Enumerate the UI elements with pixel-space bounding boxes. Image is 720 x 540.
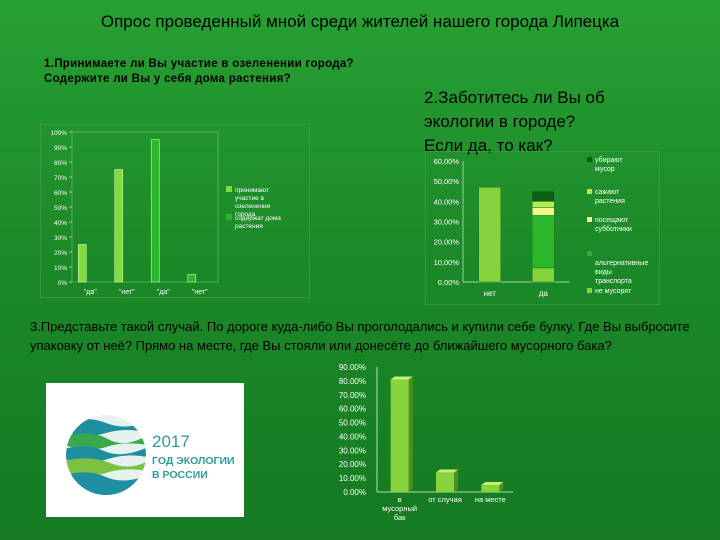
chart-2-legend-swatch	[587, 288, 592, 293]
logo-line-1: ГОД ЭКОЛОГИИ	[152, 455, 235, 467]
chart-3-bar-top	[481, 482, 504, 486]
question-2-text: 2.Заботитесь ли Вы об экологии в городе?…	[424, 86, 674, 158]
chart-1-x-tick-label: "нет"	[192, 289, 208, 296]
chart-1-x-tick-label: "да"	[157, 289, 170, 296]
chart-litter: 0.00% 10.00% 20.00% 30.00% 40.00% 50.00% 60.00…	[325, 360, 515, 528]
chart-2-y-tick-label: 60,00%	[434, 157, 460, 166]
chart-1-bar	[114, 169, 124, 283]
chart-3-y-tick-label: 0.00%	[343, 488, 366, 497]
logo-year: 2017	[152, 432, 190, 451]
chart-1-legend-swatch	[226, 186, 232, 192]
chart-3-bar	[436, 472, 454, 492]
question-1-line-1: 1.Принимаете ли Вы участие в озеленении …	[44, 58, 354, 70]
chart-participation: 0% 10% 20% 30% 40% 50% 60% 70% 80% 90% 100% "да" "не…	[39, 123, 311, 299]
chart-2-bar-segment	[532, 215, 555, 269]
chart-2-legend-label: альтернативные виды транспорта	[595, 260, 648, 285]
question-1-text: 1.Принимаете ли Вы участие в озеленении …	[44, 57, 354, 87]
chart-3-y-tick-label: 90.00%	[339, 363, 366, 372]
chart-2-y-tick-label: 0,00%	[438, 278, 460, 287]
eco-year-logo-graphic: 2017 ГОД ЭКОЛОГИИ В РОССИИ	[66, 415, 235, 495]
chart-2-legend-swatch	[587, 217, 592, 222]
chart-2-legend-label: не мусорят	[595, 288, 632, 295]
chart-1-legend-swatch	[226, 214, 232, 220]
chart-1-y-tick-label: 80%	[54, 160, 67, 167]
chart-2-legend-swatch	[587, 189, 592, 194]
chart-3-bar-top	[390, 376, 413, 380]
chart-3-x-tick-label: в мусорный бак	[382, 495, 417, 522]
chart-litter-svg: 0.00% 10.00% 20.00% 30.00% 40.00% 50.00% 60.00…	[339, 363, 513, 522]
chart-2-legend-label: убирают мусор	[595, 156, 623, 173]
question-2-line-1: 2.Заботитесь ли Вы об	[424, 88, 605, 107]
chart-1-bar	[150, 139, 160, 283]
chart-2-x-tick-label: нет	[484, 289, 497, 298]
chart-1-y-tick-label: 100%	[50, 130, 67, 137]
chart-1-y-tick-label: 20%	[54, 250, 67, 257]
chart-1-plot-area	[71, 131, 219, 283]
question-3-text: 3.Представьте такой случай. По дороге ку…	[30, 319, 690, 353]
logo-line-2: В РОССИИ	[152, 469, 208, 481]
chart-2-legend-swatch	[587, 251, 592, 256]
chart-3-bar	[481, 485, 500, 492]
chart-3-y-tick-label: 80.00%	[339, 377, 366, 386]
chart-3-y-tick-label: 30.00%	[339, 446, 366, 455]
chart-2-y-tick-label: 50,00%	[434, 177, 460, 186]
page-title: Опрос проведенный мной среди жителей наш…	[100, 12, 620, 31]
chart-2-bar-segment	[532, 191, 555, 202]
chart-3-bar-side	[408, 376, 413, 492]
chart-2-legend-label: сажают растения	[595, 189, 625, 205]
chart-1-y-tick-label: 0%	[58, 280, 68, 287]
chart-1-y-tick-label: 40%	[54, 220, 67, 227]
chart-1-y-tick-label: 70%	[54, 175, 67, 182]
chart-1-bar	[77, 244, 87, 283]
chart-2-bar-segment	[532, 267, 555, 283]
chart-2-y-tick-label: 10,00%	[434, 258, 460, 267]
chart-1-y-tick-label: 10%	[54, 265, 67, 272]
chart-2-y-tick-label: 30,00%	[434, 218, 460, 227]
chart-3-y-tick-label: 70.00%	[339, 391, 366, 400]
chart-2-bar-segment	[532, 201, 555, 208]
chart-1-legend-label: принимают участие в озеленении города	[235, 187, 271, 218]
chart-ecology-care: 0,00% 10,00% 20,00% 30,00% 40,00% 50,00% 60,00…	[424, 150, 661, 306]
chart-3-bar-side	[454, 469, 458, 492]
question-2-line-3: Если да, то как?	[424, 136, 553, 155]
chart-1-y-tick-label: 60%	[54, 190, 67, 197]
chart-2-legend-label: посещают субботники	[595, 217, 632, 233]
chart-3-y-tick-label: 40.00%	[339, 432, 366, 441]
chart-3-x-tick-label: от случая	[428, 495, 462, 504]
chart-ecology-care-svg: 0,00% 10,00% 20,00% 30,00% 40,00% 50,00% 60,00…	[424, 150, 661, 306]
chart-2-bar-segment	[532, 207, 555, 216]
chart-3-x-tick-label: на месте	[475, 495, 506, 504]
chart-2-bar-segment	[478, 186, 501, 283]
chart-3-bar	[390, 379, 409, 492]
chart-participation-svg: 0% 10% 20% 30% 40% 50% 60% 70% 80% 90% 100% "да" "не…	[39, 123, 311, 299]
chart-3-y-tick-label: 20.00%	[339, 460, 366, 469]
question-2-line-2: экологии в городе?	[424, 112, 576, 131]
chart-3-y-tick-label: 50.00%	[339, 419, 366, 428]
eco-year-logo: 2017 ГОД ЭКОЛОГИИ В РОССИИ	[46, 383, 244, 517]
chart-1-y-tick-label: 30%	[54, 235, 67, 242]
chart-1-y-tick-label: 90%	[54, 145, 67, 152]
chart-3-y-tick-label: 60.00%	[339, 405, 366, 414]
chart-2-x-tick-label: да	[539, 289, 549, 298]
chart-3-y-tick-label: 10.00%	[339, 474, 366, 483]
chart-1-y-tick-label: 50%	[54, 205, 67, 212]
chart-1-x-tick-label: "нет"	[119, 289, 135, 296]
chart-2-y-tick-label: 20,00%	[434, 238, 460, 247]
chart-3-bar-side	[499, 482, 504, 492]
chart-2-legend-swatch	[587, 157, 592, 162]
chart-2-y-tick-label: 40,00%	[434, 197, 460, 206]
chart-1-x-tick-label: "да"	[84, 289, 97, 296]
chart-1-legend-label: содержат дома растения	[235, 215, 281, 230]
chart-1-bar	[187, 274, 197, 283]
question-1-line-2: Содержите ли Вы у себя дома растения?	[44, 73, 291, 85]
chart-3-bar-top	[436, 469, 458, 473]
globe-icon	[66, 415, 146, 495]
